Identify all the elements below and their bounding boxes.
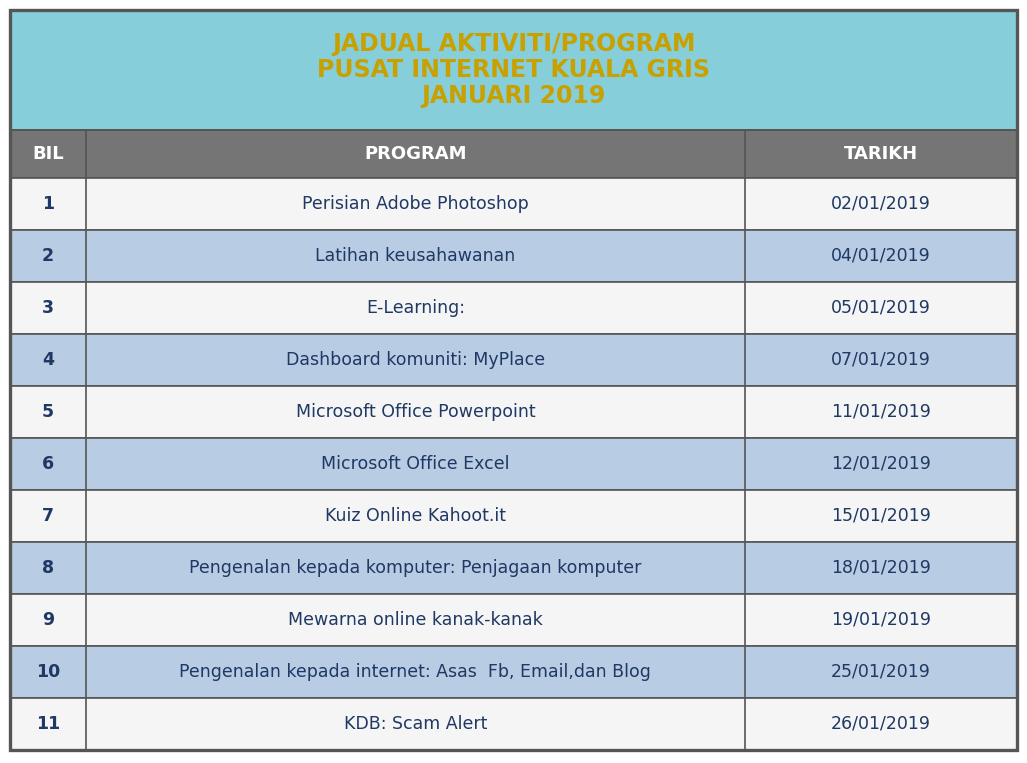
- Bar: [10, 542, 1017, 594]
- Text: E-Learning:: E-Learning:: [366, 299, 465, 317]
- Text: 15/01/2019: 15/01/2019: [831, 507, 931, 525]
- Text: KDB: Scam Alert: KDB: Scam Alert: [344, 715, 487, 733]
- Text: 11/01/2019: 11/01/2019: [831, 403, 931, 421]
- Text: Pengenalan kepada komputer: Penjagaan komputer: Pengenalan kepada komputer: Penjagaan ko…: [189, 559, 642, 577]
- Bar: [10, 334, 1017, 386]
- Bar: [10, 10, 1017, 130]
- Text: Dashboard komuniti: MyPlace: Dashboard komuniti: MyPlace: [286, 351, 545, 369]
- Text: 02/01/2019: 02/01/2019: [831, 195, 931, 213]
- Text: JANUARI 2019: JANUARI 2019: [421, 84, 606, 108]
- Bar: [10, 178, 1017, 230]
- Text: Mewarna online kanak-kanak: Mewarna online kanak-kanak: [288, 611, 542, 629]
- Text: 4: 4: [42, 351, 53, 369]
- Text: 18/01/2019: 18/01/2019: [831, 559, 931, 577]
- Text: 1: 1: [42, 195, 53, 213]
- Text: 7: 7: [42, 507, 53, 525]
- Text: 3: 3: [42, 299, 53, 317]
- Text: 5: 5: [42, 403, 53, 421]
- Text: 11: 11: [36, 715, 60, 733]
- Text: 05/01/2019: 05/01/2019: [831, 299, 931, 317]
- Bar: [10, 230, 1017, 282]
- Bar: [10, 698, 1017, 750]
- Text: 8: 8: [42, 559, 53, 577]
- Bar: [10, 130, 1017, 178]
- Text: Latihan keusahawanan: Latihan keusahawanan: [315, 247, 516, 265]
- Text: 04/01/2019: 04/01/2019: [831, 247, 930, 265]
- Text: PUSAT INTERNET KUALA GRIS: PUSAT INTERNET KUALA GRIS: [317, 58, 710, 82]
- Text: 9: 9: [42, 611, 53, 629]
- Text: Kuiz Online Kahoot.it: Kuiz Online Kahoot.it: [325, 507, 506, 525]
- Text: PROGRAM: PROGRAM: [364, 145, 466, 163]
- Bar: [10, 490, 1017, 542]
- Text: BIL: BIL: [32, 145, 64, 163]
- Text: 6: 6: [42, 455, 53, 473]
- Text: 25/01/2019: 25/01/2019: [831, 663, 931, 681]
- Bar: [10, 386, 1017, 438]
- Text: 12/01/2019: 12/01/2019: [831, 455, 931, 473]
- Text: 07/01/2019: 07/01/2019: [831, 351, 931, 369]
- Bar: [10, 594, 1017, 646]
- Text: TARIKH: TARIKH: [844, 145, 918, 163]
- Text: Microsoft Office Excel: Microsoft Office Excel: [321, 455, 509, 473]
- Bar: [10, 646, 1017, 698]
- Bar: [10, 438, 1017, 490]
- Text: Perisian Adobe Photoshop: Perisian Adobe Photoshop: [302, 195, 529, 213]
- Text: 26/01/2019: 26/01/2019: [831, 715, 931, 733]
- Bar: [10, 282, 1017, 334]
- Text: 10: 10: [36, 663, 60, 681]
- Text: Pengenalan kepada internet: Asas  Fb, Email,dan Blog: Pengenalan kepada internet: Asas Fb, Ema…: [180, 663, 651, 681]
- Text: Microsoft Office Powerpoint: Microsoft Office Powerpoint: [296, 403, 535, 421]
- Text: 19/01/2019: 19/01/2019: [831, 611, 931, 629]
- Text: 2: 2: [42, 247, 53, 265]
- Text: JADUAL AKTIVITI/PROGRAM: JADUAL AKTIVITI/PROGRAM: [332, 32, 695, 56]
